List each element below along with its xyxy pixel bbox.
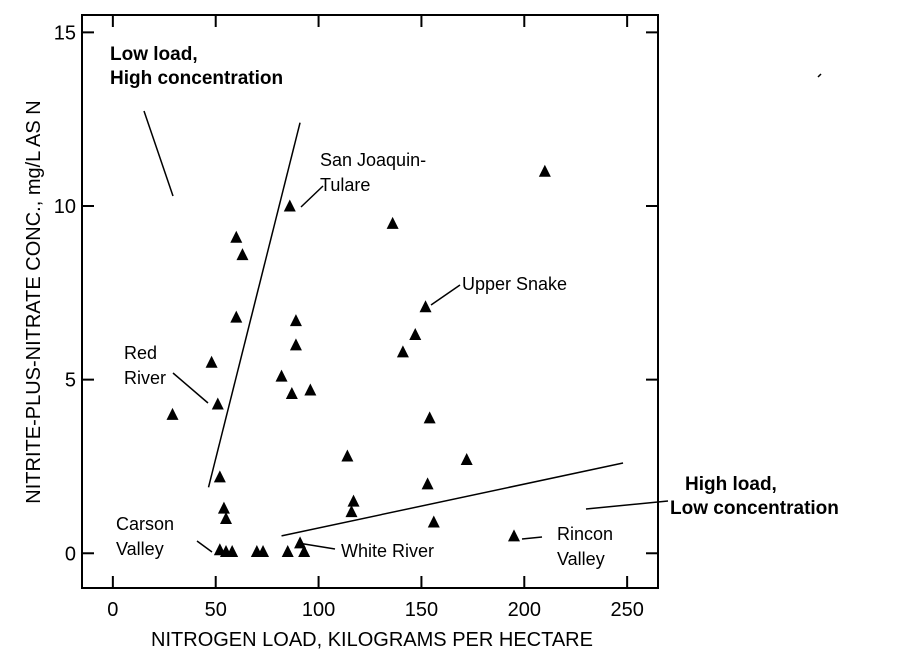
y-tick-label: 0: [65, 543, 76, 565]
annotation-red-river: Red River: [124, 343, 166, 388]
plot-frame: [81, 14, 659, 589]
data-point: [213, 470, 226, 483]
data-point: [386, 216, 399, 229]
annotation-high-load: High load, Low concentration: [670, 474, 839, 519]
data-point: [538, 164, 551, 177]
annotation-white-river: White River: [341, 541, 434, 561]
data-point: [275, 369, 288, 382]
data-point: [257, 545, 270, 558]
data-points: [166, 164, 551, 558]
data-point: [508, 529, 520, 542]
data-point: [289, 314, 302, 327]
reference-lines: [207, 122, 624, 537]
tick-labels: 0 50 100 150 200 250 0 5 10 15: [54, 22, 644, 621]
x-tick-label: 150: [405, 599, 438, 621]
x-tick-label: 50: [205, 599, 227, 621]
annotation-leaders: [143, 73, 822, 553]
x-axis-title: NITROGEN LOAD, KILOGRAMS PER HECTARE: [151, 629, 593, 651]
axis-ticks: [82, 15, 658, 588]
leader-white-river: [297, 542, 336, 550]
annotation-carson-valley: Carson Valley: [116, 514, 179, 559]
y-tick-label: 10: [54, 196, 76, 218]
data-point: [211, 397, 224, 410]
data-point: [289, 338, 302, 351]
data-point: [236, 248, 249, 261]
reference-line-shallow-line: [281, 462, 624, 537]
x-tick-label: 100: [302, 599, 335, 621]
data-point: [423, 411, 436, 424]
data-point: [217, 501, 230, 514]
data-point: [419, 300, 432, 313]
annotation-rincon-valley: Rincon Valley: [557, 524, 618, 569]
leader-red-river: [172, 372, 209, 404]
annotation-upper-snake: Upper Snake: [462, 274, 567, 294]
stray-mark: [817, 73, 822, 78]
data-point: [294, 536, 307, 549]
data-point: [421, 477, 434, 490]
data-point: [409, 327, 422, 340]
y-tick-label: 15: [54, 22, 76, 44]
data-point: [298, 545, 311, 558]
y-axis-title: NITRITE-PLUS-NITRATE CONC., mg/L AS N: [23, 100, 45, 503]
leader-low-load: [143, 110, 174, 197]
data-point: [283, 199, 296, 212]
data-point: [226, 545, 239, 558]
leader-rincon-valley: [521, 536, 543, 540]
reference-line-steep-line: [207, 122, 301, 488]
data-point: [396, 345, 409, 358]
data-point: [304, 383, 317, 396]
leader-upper-snake: [430, 284, 461, 306]
data-point: [230, 230, 243, 243]
data-point: [205, 355, 218, 368]
data-point: [347, 494, 360, 507]
leader-san-joaquin: [300, 185, 324, 208]
data-point: [230, 310, 243, 323]
data-point: [427, 515, 440, 528]
x-tick-label: 250: [610, 599, 643, 621]
data-point: [341, 449, 354, 462]
annotation-low-load: Low load, High concentration: [110, 44, 283, 89]
data-point: [285, 387, 298, 400]
data-point: [166, 407, 179, 420]
data-point: [460, 453, 473, 466]
x-tick-label: 200: [508, 599, 541, 621]
x-tick-label: 0: [107, 599, 118, 621]
annotation-san-joaquin: San Joaquin- Tulare: [320, 150, 431, 195]
y-tick-label: 5: [65, 370, 76, 392]
leader-carson-valley: [196, 540, 213, 553]
data-point: [281, 545, 294, 558]
data-point: [345, 505, 358, 518]
leader-high-load: [585, 500, 669, 510]
data-point: [220, 512, 232, 525]
